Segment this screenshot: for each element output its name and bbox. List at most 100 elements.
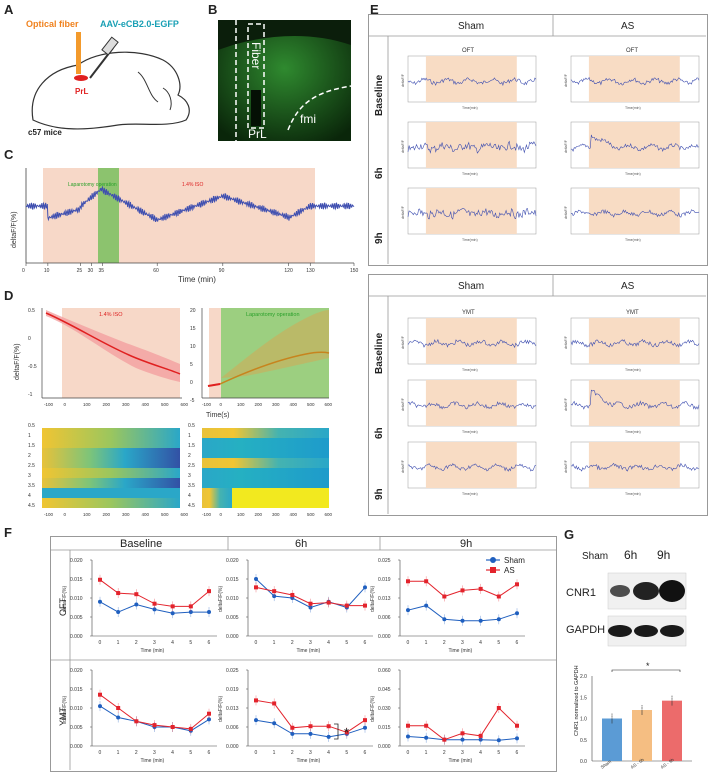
panel-label-a: A (4, 2, 14, 17)
tick-f-x: 0 (99, 750, 102, 756)
trace-ylabel: deltaF/F (564, 74, 568, 87)
tick-f-y: 0.006 (226, 725, 239, 731)
point-as (442, 737, 447, 742)
trace-ylabel: deltaF/F (564, 336, 568, 349)
point-sham (460, 737, 465, 742)
tick-d-heat-right-y: 0.5 (188, 423, 195, 429)
trace-line (570, 462, 700, 472)
point-sham (254, 577, 258, 581)
test-window (425, 122, 517, 168)
point-as (515, 723, 519, 728)
test-window (588, 318, 680, 364)
tick-f-y: 0.000 (70, 744, 83, 750)
point-as (496, 594, 501, 599)
tick-g-y: 1.0 (580, 717, 587, 723)
band-cnr1-9h (659, 580, 685, 602)
point-as (134, 719, 139, 724)
tick-f-x: 5 (497, 640, 500, 646)
panel-label-c: C (4, 147, 14, 162)
tick-c-0: 0 (22, 268, 25, 274)
point-sham (460, 618, 465, 623)
row-label-6h-ymt: 6h (374, 427, 385, 439)
point-as (308, 601, 313, 606)
tick-d-right-y: 0 (190, 380, 193, 386)
point-as (478, 733, 483, 738)
point-sham (363, 725, 367, 730)
band-cnr1-sham (610, 585, 630, 597)
lane-label-9h: 9h (657, 548, 670, 562)
point-as (207, 589, 211, 594)
point-sham (363, 585, 367, 590)
point-sham (442, 617, 447, 622)
trace-line (570, 76, 700, 86)
point-sham (170, 611, 175, 616)
row-label-baseline-ymt: Baseline (374, 332, 385, 374)
tick-d-heat-left-x: 600 (181, 512, 189, 517)
trace-ylabel: deltaF/F (564, 206, 568, 219)
row-label-9h-oft: 9h (374, 232, 385, 244)
row-header-ymt: YMT (58, 707, 68, 727)
tick-f-x: 5 (189, 750, 192, 756)
trace-xlabel: Time(min) (625, 368, 641, 372)
panel-label-d: D (4, 288, 14, 303)
point-as (290, 592, 295, 597)
tick-f-x: 1 (425, 640, 428, 646)
tick-f-x: 3 (461, 640, 464, 646)
tick-f-y: 0.013 (226, 706, 239, 712)
tick-d-heat-left-x: 400 (142, 512, 150, 517)
tick-f-x: 6 (208, 640, 211, 646)
tick-f-y: 0.006 (378, 615, 391, 621)
prl-target (74, 75, 88, 81)
point-as (152, 723, 157, 728)
tick-f-x: 0 (407, 750, 410, 756)
xlabel-d-right: Time(s) (206, 412, 229, 419)
point-as (442, 594, 447, 599)
tick-d-right-y: 15 (190, 326, 196, 332)
tick-f-x: 4 (327, 750, 330, 756)
xlabel-f: Time (min) (141, 758, 165, 764)
tick-d-heat-right-y: 3.5 (188, 483, 195, 489)
trace-xlabel: Time(min) (462, 492, 478, 496)
tick-d-heat-right-x: 600 (325, 512, 333, 517)
point-sham (406, 734, 410, 739)
point-sham (424, 735, 429, 740)
legend: Sham AS (486, 556, 525, 575)
panel-label-g: G (564, 527, 575, 542)
ylabel-f: deltaF/F(%) (218, 696, 224, 722)
point-sham (496, 617, 501, 622)
mouse-label: c57 mice (28, 128, 62, 137)
point-sham (424, 603, 429, 608)
tick-d-heat-left-y: 2 (28, 453, 31, 459)
trace-ylabel: deltaF/F (564, 460, 568, 473)
test-window (588, 442, 680, 488)
point-as (326, 724, 331, 729)
point-as (363, 603, 367, 608)
point-sham (116, 715, 121, 720)
as-header-oft: AS (621, 21, 635, 32)
lane-label-sham: Sham (582, 551, 608, 562)
point-as (308, 724, 313, 729)
tick-f-x: 1 (117, 640, 120, 646)
legend-sham-label: Sham (504, 556, 525, 565)
point-sham (406, 608, 410, 613)
point-as (188, 604, 193, 609)
tick-d-heat-left-x: 500 (161, 512, 169, 517)
band-cnr1-6h (633, 582, 659, 600)
point-as (290, 725, 295, 730)
iso-label-c: 1.4% ISO (182, 182, 204, 188)
point-as (170, 725, 175, 729)
tick-f-x: 2 (291, 640, 294, 646)
tick-d-heat-right-x: 100 (237, 512, 245, 517)
ylabel-f: deltaF/F(%) (370, 696, 376, 722)
tick-f-x: 3 (309, 640, 312, 646)
xlabel-f: Time (min) (449, 758, 473, 764)
test-window (425, 56, 517, 102)
point-sham (272, 721, 277, 726)
point-sham (116, 610, 121, 615)
tick-f-x: 2 (135, 640, 138, 646)
tick-f-y: 0.015 (70, 687, 83, 693)
tick-g-y: 1.5 (580, 695, 587, 701)
panel-f-charts: Baseline 6h 9h OFT YMT Sham AS 0.000 0.00… (50, 536, 557, 770)
tick-f-y: 0.005 (70, 615, 83, 621)
trace-xlabel: Time(min) (462, 106, 478, 110)
